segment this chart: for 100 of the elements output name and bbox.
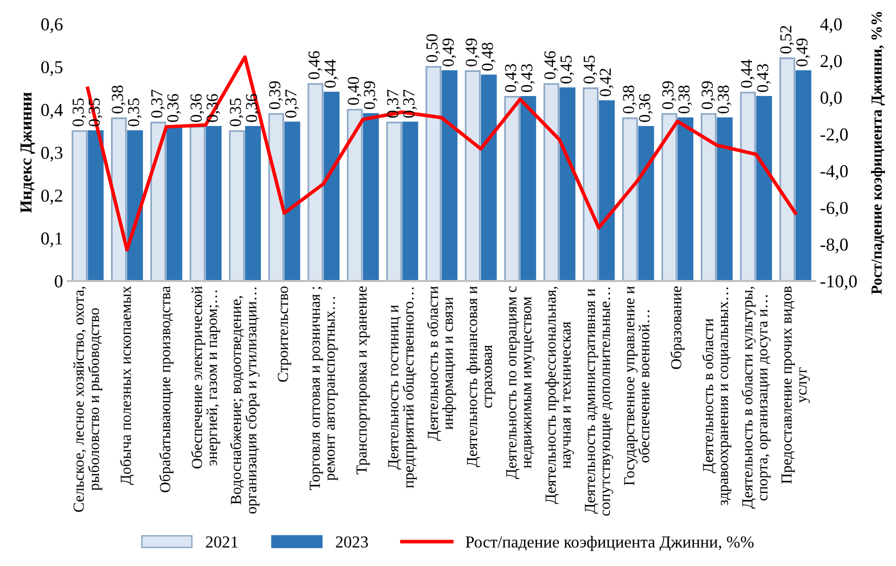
data-label: 0,39 (662, 81, 676, 110)
x-tick-label: Обрабатывающие производства (159, 286, 174, 492)
y-tick-label: 0,5 (41, 61, 62, 76)
bar (504, 96, 520, 281)
data-label: 0,39 (269, 81, 283, 110)
x-tick-label: Водоснабжение; водоотведение, организация сбора и утилизации… (230, 287, 260, 514)
bar (150, 122, 166, 281)
bar (464, 70, 481, 281)
data-label: 0,36 (206, 94, 220, 122)
bar (284, 122, 300, 281)
x-tick-label: Образование (670, 286, 684, 369)
x-tick-label: Деятельность финансовая и страховая (466, 286, 496, 468)
data-label: 0,49 (796, 38, 810, 66)
x-tick-label: Деятельность в области здравоохранения и социальных… (702, 287, 732, 506)
bar (346, 108, 363, 281)
bar (111, 117, 127, 281)
y2-tick-label: -4,0 (820, 165, 848, 180)
bar (402, 122, 418, 281)
y2-tick-label: -2,0 (820, 128, 848, 144)
data-label: 0,44 (324, 59, 338, 88)
data-label: 0,38 (112, 86, 126, 114)
data-label: 0,43 (521, 64, 535, 92)
bar (245, 126, 261, 281)
data-label: 0,35 (72, 98, 86, 126)
bar (520, 96, 536, 281)
bar (622, 117, 638, 281)
bar (678, 117, 694, 281)
x-tick-label: Деятельность гостиниц и предприятий общественного… (388, 287, 417, 488)
data-label: 0,35 (128, 98, 142, 126)
bar (363, 113, 379, 281)
legend-label: 2021 (206, 536, 238, 548)
data-label: 0,37 (403, 90, 417, 118)
bar (560, 87, 576, 281)
data-label: 0,45 (584, 56, 598, 84)
data-label: 0,52 (780, 26, 794, 54)
bar (598, 100, 615, 281)
data-label: 0,43 (504, 64, 519, 92)
data-label: 0,50 (426, 34, 440, 62)
y2-tick-label: 2,0 (820, 54, 842, 70)
bar (582, 87, 599, 281)
y-tick-label: 0,6 (41, 18, 63, 34)
y2-tick-label: 4,0 (820, 18, 842, 34)
data-label: 0,43 (757, 64, 771, 92)
bar (442, 70, 458, 281)
x-tick-label: Деятельность по операциям с недвижимым имуществом (506, 286, 535, 479)
data-label: 0,37 (151, 90, 165, 118)
data-label: 0,48 (482, 42, 496, 71)
x-tick-label: Сельское, лесное хозяйство, охота, рыболовство и рыбоводство (73, 286, 102, 512)
y-tick-label: 0,4 (41, 104, 63, 119)
data-label: 0,38 (622, 86, 637, 114)
y-tick-label: 0,2 (41, 190, 62, 204)
bar (308, 83, 324, 281)
x-tick-label: Добыча полезных ископаемых (120, 286, 134, 485)
x-tick-label: Транспортировка и хранение (356, 286, 370, 474)
data-label: 0,44 (740, 59, 755, 88)
bar (206, 126, 222, 281)
data-label: 0,42 (600, 68, 614, 96)
x-tick-label: Деятельность профессиональная, научная и техническая (545, 286, 574, 504)
data-label: 0,36 (246, 94, 260, 122)
data-label: 0,39 (702, 81, 716, 110)
data-label: 0,36 (167, 94, 181, 122)
x-tick-label: Деятельность административная и сопутствующие дополнительные… (584, 287, 614, 516)
bar (386, 122, 402, 281)
data-label: 0,36 (639, 94, 653, 122)
data-label: 0,37 (285, 90, 299, 118)
x-tick-label: Деятельность в области культуры, спорта, организации досуга и… (741, 286, 771, 509)
bar (740, 92, 756, 281)
data-label: 0,37 (387, 90, 401, 118)
x-tick-label: Торговля оптовая и розничная ; ремонт автотранспортных… (310, 287, 338, 490)
data-label: 0,38 (678, 86, 692, 114)
bar (543, 83, 560, 281)
x-tick-label: Предоставление прочих видов услуг (782, 286, 810, 484)
data-label: 0,46 (308, 51, 322, 80)
bar (324, 92, 340, 281)
y-tick-label: 0,3 (41, 146, 62, 162)
bar (72, 130, 88, 281)
y2-tick-label: -6,0 (820, 202, 848, 217)
y-axis-title: Индекс Джинни (20, 92, 36, 213)
y-tick-label: 0,1 (41, 232, 62, 248)
data-label: 0,35 (230, 98, 244, 126)
bar (88, 130, 104, 281)
bar (127, 130, 143, 281)
data-label: 0,40 (348, 76, 362, 105)
bar (716, 117, 733, 281)
x-tick-label: Обеспечение электрической энергией, газом и паром;… (191, 286, 220, 468)
y2-tick-label: 0,0 (820, 92, 842, 106)
data-label: 0,46 (544, 51, 558, 80)
data-label: 0,38 (718, 86, 732, 114)
data-label: 0,39 (364, 81, 378, 110)
x-tick-label: Строительство (278, 286, 292, 382)
bar (779, 57, 796, 281)
bar (756, 96, 772, 281)
bar (228, 130, 245, 281)
y2-tick-label: -8,0 (820, 238, 848, 254)
y2-tick-label: -10,0 (820, 275, 857, 290)
bar (426, 66, 442, 281)
bar (795, 70, 812, 281)
data-label: 0,49 (466, 38, 480, 66)
bar (190, 126, 206, 281)
legend-label: Рост/падение коэфициента Джинни, %% (466, 536, 754, 551)
